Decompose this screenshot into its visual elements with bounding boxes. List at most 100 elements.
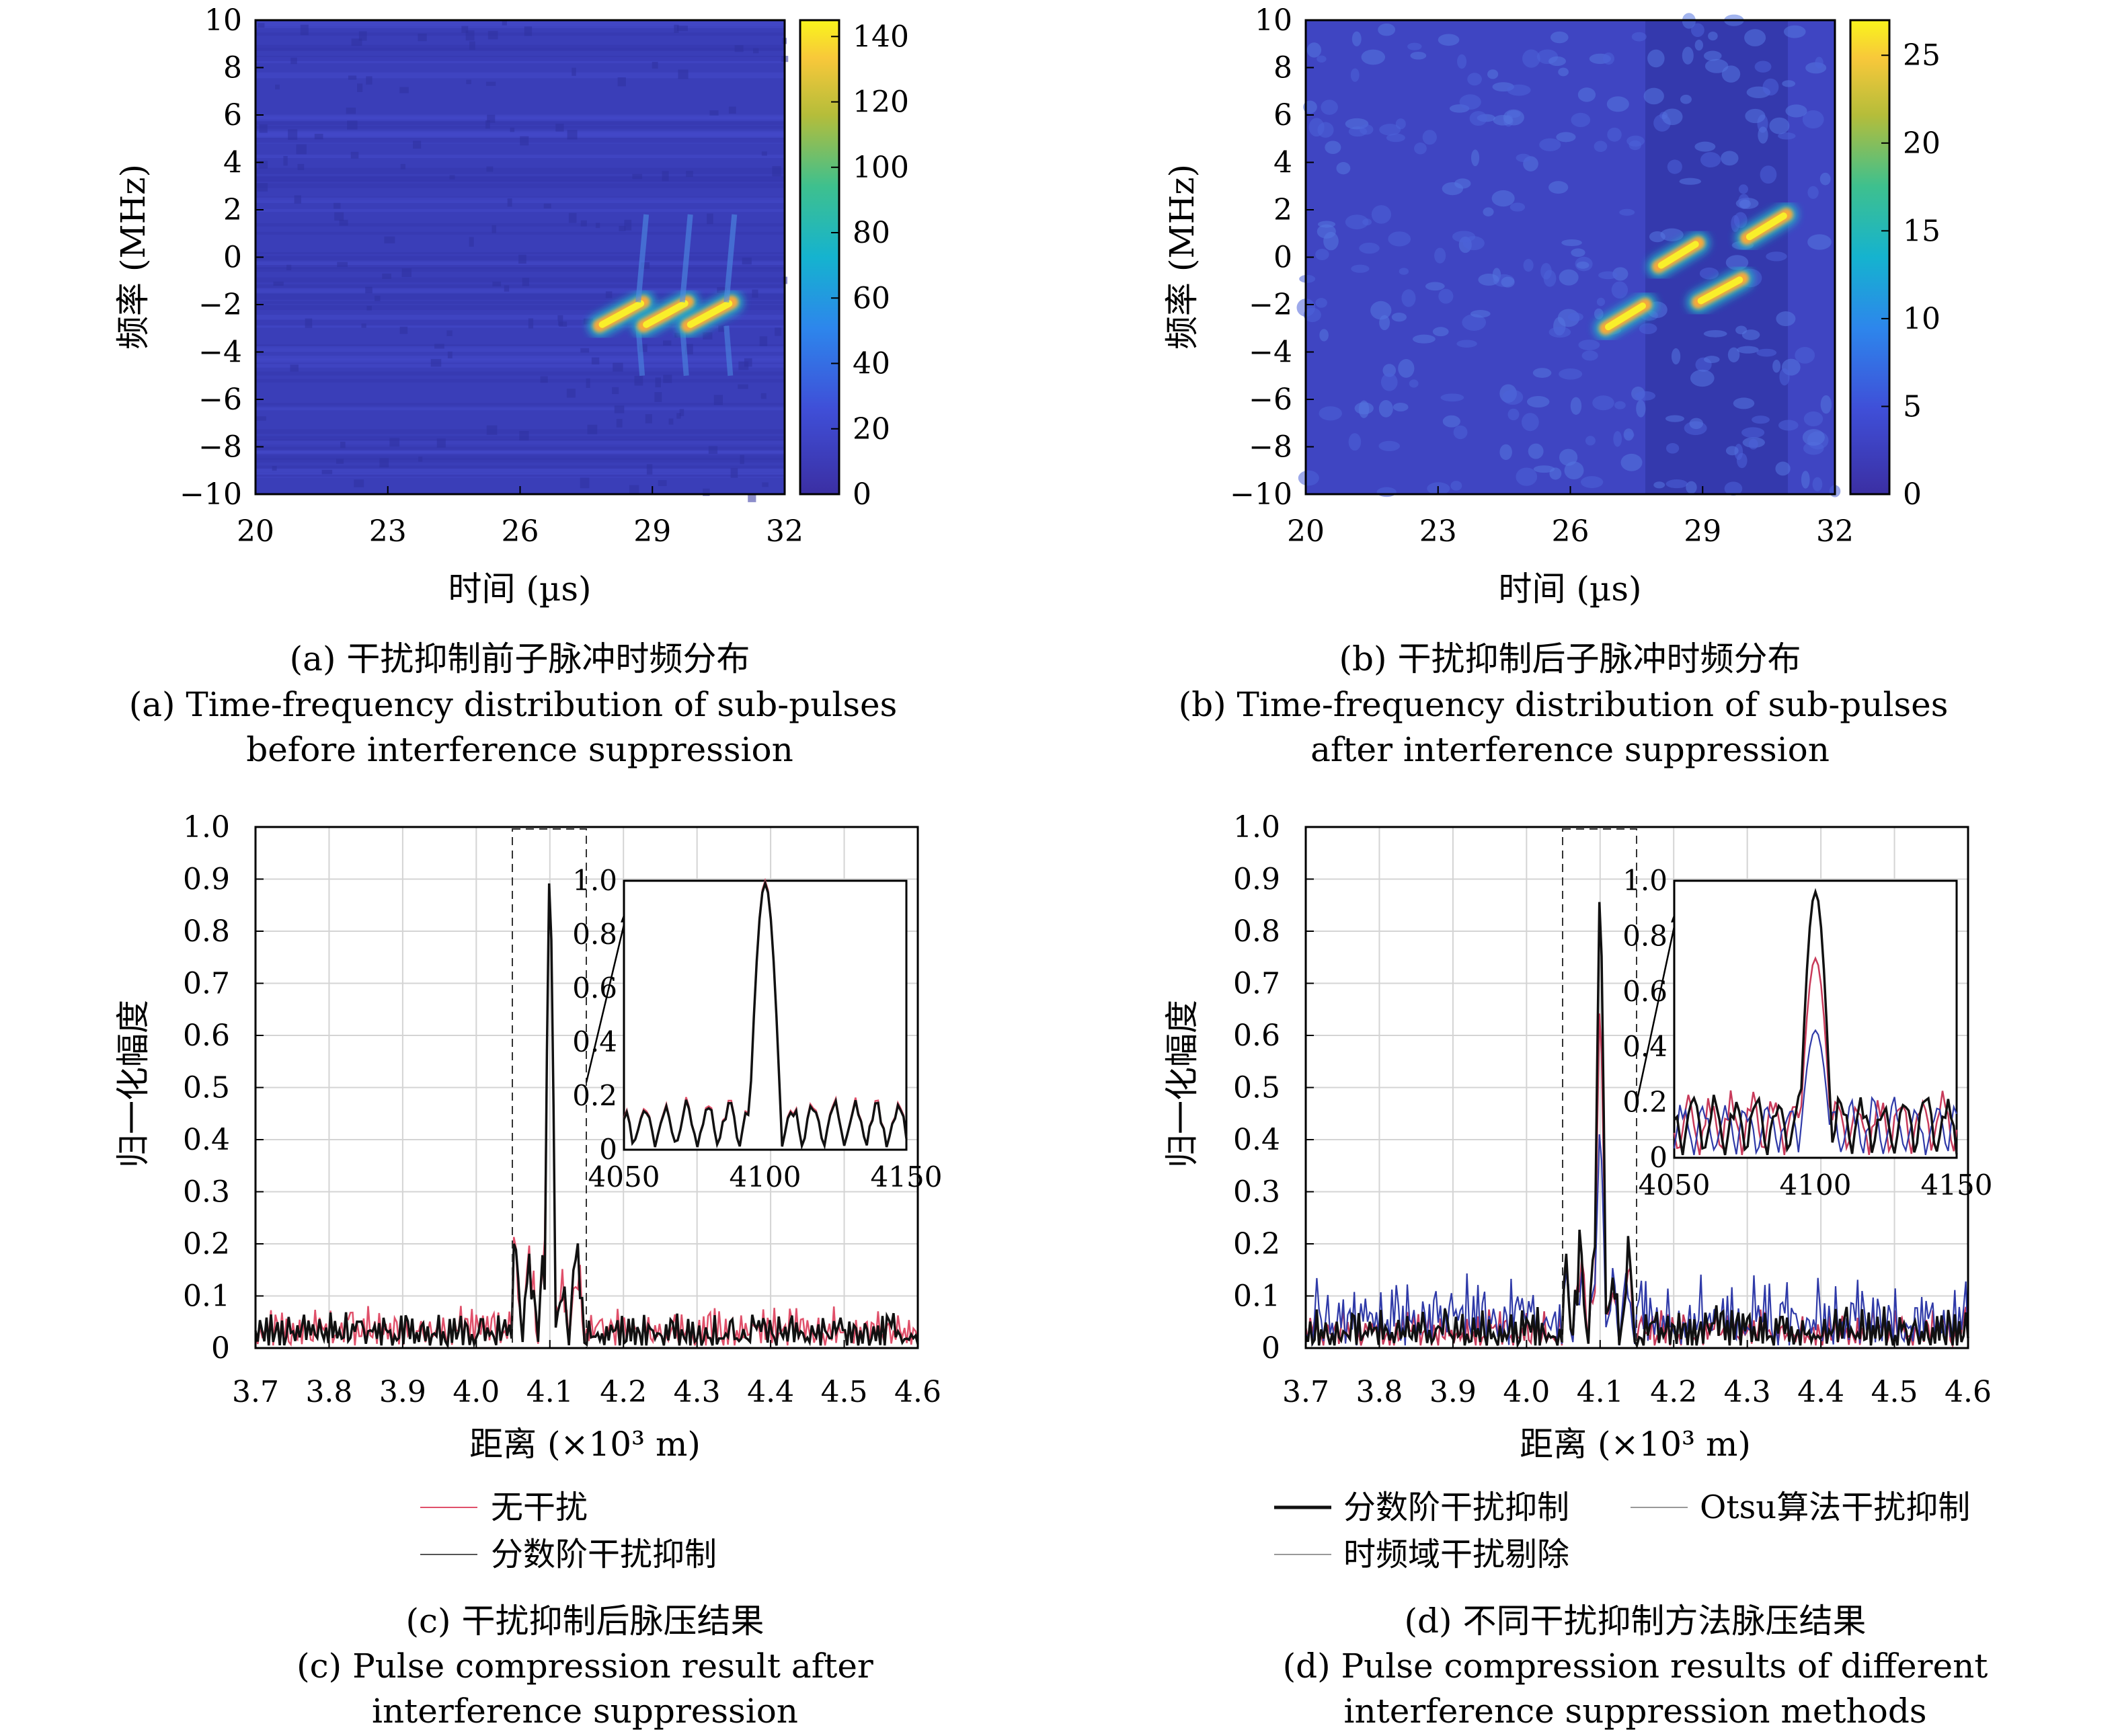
heatmap-a-texture-cell xyxy=(290,364,299,372)
line-d-inset-y-tick-label: 0.4 xyxy=(1622,1030,1668,1063)
line-d-x-ticks: 3.7 3.8 3.9 4.0 4.1 4.2 4.3 4.4 4.5 4.6 xyxy=(1282,1340,1992,1409)
line-d-x-tick-label: 3.7 xyxy=(1282,1375,1329,1409)
heatmap-b-texture-speckle xyxy=(1438,34,1460,46)
heatmap-a-texture-band xyxy=(256,264,785,269)
heatmap-a-texture-cell xyxy=(384,236,395,243)
heatmap-b-texture-speckle xyxy=(1321,100,1338,115)
line-d-y-tick-label: 0.5 xyxy=(1233,1071,1280,1105)
heatmap-b-texture-speckle xyxy=(1456,340,1477,348)
heatmap-a-texture-cell xyxy=(492,225,496,233)
heatmap-b-x-tick-label: 26 xyxy=(1552,514,1590,549)
heatmap-a-texture-band xyxy=(256,315,785,320)
line-c-y-tick-label: 0.4 xyxy=(183,1123,230,1157)
heatmap-b-texture-speckle xyxy=(1694,141,1716,152)
heatmap-b-texture-speckle xyxy=(1665,442,1680,454)
heatmap-a-texture-band xyxy=(256,407,785,411)
caption-a-en-line1: (a) Time-frequency distribution of sub-p… xyxy=(129,685,898,724)
line-c-x-tick-label: 4.0 xyxy=(453,1375,500,1409)
heatmap-a-texture-band xyxy=(256,32,785,36)
heatmap-b-texture-speckle xyxy=(1567,312,1583,321)
heatmap-a-texture-cell xyxy=(256,416,266,421)
heatmap-a-texture-cell xyxy=(361,323,366,328)
heatmap-a-texture-cell xyxy=(333,202,341,209)
line-d-inset-y-tick-label: 0.8 xyxy=(1622,919,1668,952)
heatmap-b-texture-speckle xyxy=(1516,153,1531,162)
heatmap-a-texture-cell xyxy=(668,418,674,425)
heatmap-b-texture-speckle xyxy=(1507,408,1520,421)
heatmap-a-x-tick-label: 26 xyxy=(502,514,539,549)
heatmap-b-texture-speckle xyxy=(1559,269,1579,286)
line-d-y-tick-label: 0.1 xyxy=(1233,1279,1280,1314)
heatmap-a-texture-cell xyxy=(485,120,490,129)
line-c-inset-x-tick-label: 4050 xyxy=(588,1160,660,1193)
heatmap-a-texture-band xyxy=(256,301,785,304)
heatmap-a-texture-band xyxy=(256,277,785,282)
heatmap-b-texture-speckle xyxy=(1689,418,1704,430)
heatmap-a-texture-cell xyxy=(613,362,623,372)
line-c-x-tick-label: 4.1 xyxy=(526,1375,574,1409)
heatmap-a-texture-cell xyxy=(305,318,313,328)
heatmap-a-texture-cell xyxy=(374,295,381,301)
heatmap-b-texture-speckle xyxy=(1614,401,1626,409)
heatmap-b-texture-speckle xyxy=(1613,431,1622,447)
heatmap-a-texture-cell xyxy=(738,384,748,389)
heatmap-b-texture-speckle xyxy=(1775,461,1791,476)
heatmap-b-texture-speckle xyxy=(1379,124,1401,136)
line-d-inset-frame xyxy=(1673,879,1958,1159)
heatmap-a-texture-band xyxy=(256,358,785,363)
line-d-y-tick-label: 0.7 xyxy=(1233,967,1280,1001)
heatmap-b-texture-speckle xyxy=(1733,397,1755,409)
heatmap-a-texture-cell xyxy=(674,24,679,33)
heatmap-a-texture-cell xyxy=(507,198,512,207)
heatmap-b-y-tick-label: 10 xyxy=(1255,3,1292,38)
heatmap-b-texture-speckle xyxy=(1748,438,1758,450)
heatmap-a-texture-band xyxy=(256,440,785,445)
heatmap-b-texture-speckle xyxy=(1457,54,1467,69)
heatmap-a-blobs xyxy=(588,214,744,377)
line-c-y-tick-label: 0.3 xyxy=(183,1175,230,1210)
colorbar-a-tick-label: 120 xyxy=(853,85,909,120)
heatmap-a-y-tick-label: 8 xyxy=(223,51,242,85)
heatmap-b-texture-speckle xyxy=(1741,427,1765,438)
heatmap-b-texture-speckle xyxy=(1598,271,1618,280)
heatmap-b-texture-speckle xyxy=(1325,141,1341,155)
heatmap-b-texture-speckle xyxy=(1391,312,1407,322)
line-d-series-2 xyxy=(1304,902,1969,1349)
line-c-x-tick-label: 4.4 xyxy=(747,1375,794,1409)
heatmap-a-x-label: 时间 (µs) xyxy=(448,569,591,608)
colorbar-b xyxy=(1849,19,1891,496)
heatmap-b-texture-speckle xyxy=(1680,94,1692,104)
heatmap-a-texture-cell xyxy=(290,57,297,65)
heatmap-b-blob-core-1 xyxy=(1657,241,1699,269)
heatmap-a-texture-cell xyxy=(366,305,372,311)
heatmap-b-texture-speckle xyxy=(1643,87,1664,105)
line-c-zoom-arrow xyxy=(585,907,629,1083)
line-c-inset-y-tick-label: 0.8 xyxy=(572,918,617,951)
heatmap-b-texture-speckle xyxy=(1440,393,1464,402)
heatmap-a-texture-cell xyxy=(566,389,576,398)
heatmap-b-x-tick-label: 23 xyxy=(1419,514,1457,549)
heatmap-a-texture-cell xyxy=(446,330,453,336)
heatmap-b-texture-speckle xyxy=(1298,470,1319,486)
heatmap-a-texture-cell xyxy=(572,67,576,76)
heatmap-a-texture-cell xyxy=(259,124,268,133)
heatmap-b-texture-speckle xyxy=(1315,249,1329,260)
heatmap-a-texture-cell xyxy=(399,87,409,93)
heatmap-a-texture-cell xyxy=(504,285,510,292)
heatmap-a-texture-cell xyxy=(486,425,498,435)
line-c-y-tick-label: 0.2 xyxy=(183,1227,230,1261)
heatmap-b-texture-speckle xyxy=(1686,481,1697,494)
heatmap-a-texture-cell xyxy=(616,419,623,428)
heatmap-b-texture-speckle xyxy=(1462,314,1487,331)
heatmap-b-texture-speckle xyxy=(1665,479,1688,489)
heatmap-b-texture-speckle xyxy=(1594,308,1604,320)
heatmap-b-texture-speckle xyxy=(1571,248,1585,258)
heatmap-b-texture-speckle xyxy=(1380,372,1398,391)
line-c-inset-x-tick-label: 4150 xyxy=(871,1160,943,1193)
line-d-inset-y-tick-label: 1.0 xyxy=(1622,864,1668,897)
heatmap-a-texture-cell xyxy=(401,268,411,278)
heatmap-a-texture-cell xyxy=(617,77,626,87)
heatmap-b-texture-speckle xyxy=(1795,347,1815,364)
heatmap-a-texture-cell xyxy=(273,281,284,286)
heatmap-a-y-tick-label: −4 xyxy=(198,336,242,370)
